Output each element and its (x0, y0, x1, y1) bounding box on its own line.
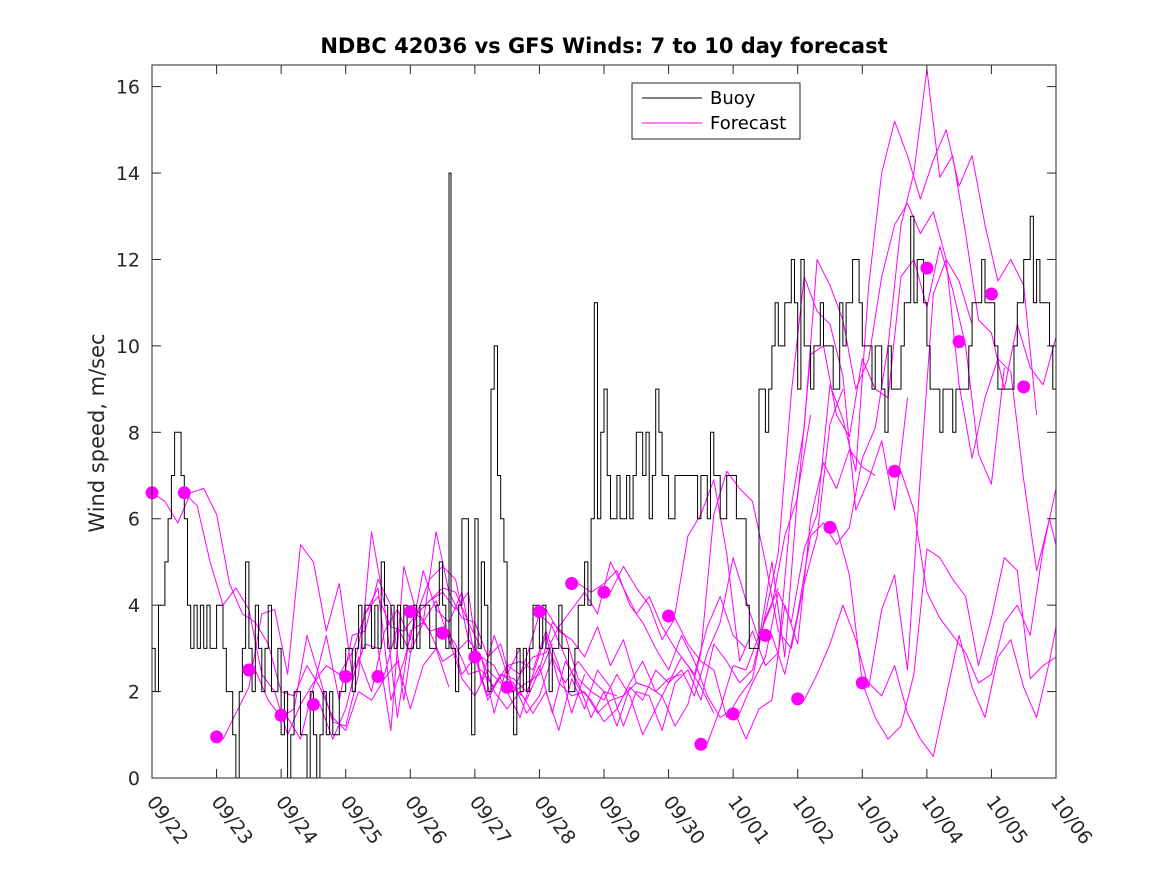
forecast-point (694, 737, 708, 751)
x-tick-label: 10/03 (852, 792, 903, 849)
forecast-point (920, 261, 934, 275)
forecast-line-21 (836, 527, 1056, 740)
forecast-line-17 (706, 246, 1005, 744)
forecast-line-13 (545, 388, 844, 727)
forecast-point (436, 626, 450, 640)
forecast-point (758, 628, 772, 642)
forecast-point (500, 680, 514, 694)
y-tick-label: 2 (128, 682, 140, 704)
plot-series-group (152, 68, 1056, 778)
forecast-point (274, 708, 288, 722)
x-tick-label: 09/30 (659, 792, 710, 849)
x-tick-label: 09/25 (336, 792, 387, 849)
y-tick-label: 10 (116, 336, 140, 358)
forecast-line-11 (480, 587, 779, 731)
x-tick-label: 10/02 (788, 792, 839, 849)
y-axis-label: Wind speed, m/sec (85, 333, 109, 532)
forecast-line-16 (674, 202, 973, 667)
x-tick-label: 10/06 (1046, 792, 1097, 849)
x-tick-label: 10/04 (917, 792, 968, 849)
forecast-point (210, 730, 224, 744)
x-tick-label: 09/22 (142, 792, 193, 849)
x-tick-label: 09/24 (271, 792, 322, 849)
forecast-line-7 (351, 565, 650, 731)
forecast-point (306, 698, 320, 711)
forecast-line-22 (868, 626, 1056, 757)
x-tick-label: 09/23 (207, 792, 258, 849)
forecast-point (532, 605, 546, 619)
x-tick-label: 10/01 (723, 792, 774, 849)
forecast-point (823, 520, 837, 534)
forecast-point (888, 464, 902, 478)
plot-area (145, 68, 1056, 778)
axes: 0 2 4 6 8 10 12 14 16 09/22 09/23 09/24 09/25 09/26 09… (116, 64, 1097, 849)
legend-label-forecast: Forecast (710, 113, 786, 134)
forecast-line-23 (900, 471, 1056, 684)
forecast-point (403, 605, 417, 619)
forecast-point (565, 577, 579, 590)
y-tick-label: 14 (116, 163, 140, 185)
forecast-point (952, 335, 966, 349)
forecast-point (242, 663, 256, 677)
y-tick-label: 4 (128, 595, 140, 617)
forecast-line-19 (771, 68, 1056, 675)
forecast-point (984, 287, 998, 301)
y-tick-label: 16 (116, 77, 140, 99)
forecast-point (177, 486, 191, 500)
forecast-point (791, 692, 805, 706)
forecast-point (1017, 380, 1031, 394)
x-tick-label: 09/26 (400, 792, 451, 849)
buoy-line (152, 172, 1056, 778)
x-tick-label: 10/05 (981, 792, 1032, 849)
chart-title: NDBC 42036 vs GFS Winds: 7 to 10 day for… (320, 34, 887, 58)
forecast-line-20 (803, 259, 1056, 701)
y-tick-label: 6 (128, 509, 140, 531)
legend: Buoy Forecast (631, 82, 801, 140)
forecast-line-18 (739, 120, 1038, 714)
forecast-point (597, 585, 611, 599)
forecast-point (855, 676, 869, 690)
x-tick-label: 09/27 (465, 792, 516, 849)
y-tick-label: 8 (128, 422, 140, 444)
legend-box (631, 82, 801, 140)
legend-label-buoy: Buoy (710, 88, 756, 109)
x-tick-label: 09/29 (594, 792, 645, 849)
y-tick-label: 0 (128, 768, 140, 790)
forecast-point (726, 707, 740, 721)
forecast-point (468, 650, 482, 664)
x-tick-label: 09/28 (529, 792, 580, 849)
forecast-point (371, 670, 385, 683)
forecast-point (662, 609, 676, 623)
forecast-line-4 (254, 531, 553, 727)
y-tick-label: 12 (116, 249, 140, 271)
forecast-point (339, 670, 353, 683)
forecast-line-3 (222, 544, 521, 740)
